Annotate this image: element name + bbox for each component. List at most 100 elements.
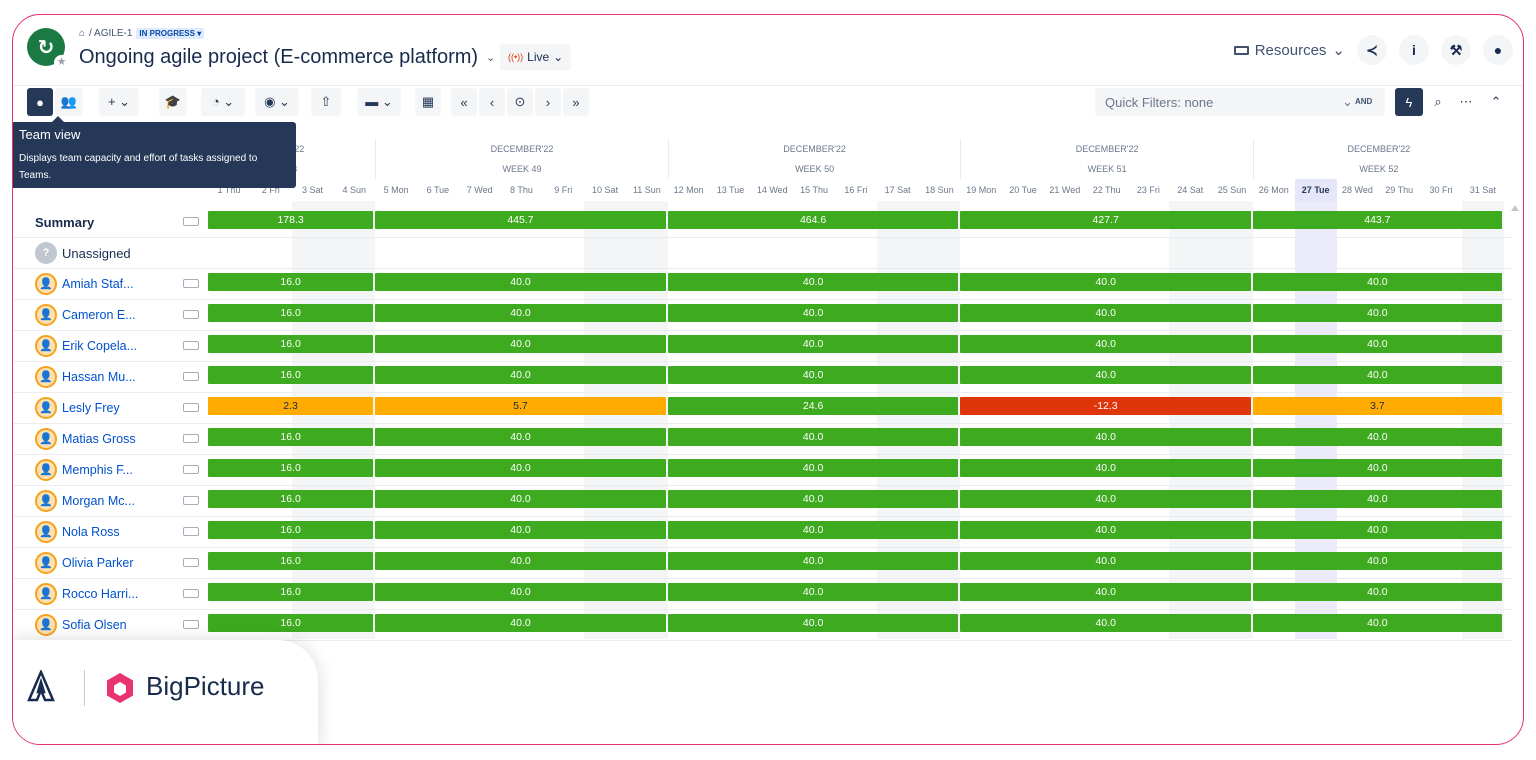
resource-name[interactable]: 👤 Erik Copela... — [35, 331, 137, 361]
capacity-bar[interactable]: 16.0 — [208, 273, 374, 291]
collapse-button[interactable]: ⌃ — [1483, 88, 1509, 116]
resource-row[interactable]: 👤 Hassan Mu... 16.0 40.0 40.0 40.0 40.0 — [13, 362, 1513, 393]
capacity-bar[interactable]: 40.0 — [1253, 521, 1502, 539]
live-dropdown[interactable]: ((•)) Live ⌄ — [500, 44, 572, 70]
skills-button[interactable]: 🎓 — [159, 88, 187, 116]
card-icon[interactable] — [183, 279, 199, 288]
capacity-bar[interactable]: 40.0 — [1253, 366, 1502, 384]
capacity-bar[interactable]: 16.0 — [208, 521, 374, 539]
ruler-button[interactable]: ▬ ⌄ — [357, 88, 401, 116]
capacity-bar[interactable]: 40.0 — [375, 335, 666, 353]
resource-row[interactable]: 👤 Erik Copela... 16.0 40.0 40.0 40.0 40.0 — [13, 331, 1513, 362]
capacity-bar[interactable]: 40.0 — [960, 583, 1251, 601]
capacity-bar[interactable]: 40.0 — [960, 552, 1251, 570]
capacity-bar[interactable]: 40.0 — [1253, 583, 1502, 601]
capacity-bar[interactable]: 40.0 — [960, 335, 1251, 353]
capacity-bar[interactable]: 40.0 — [667, 583, 959, 601]
resource-row[interactable]: 👤 Matias Gross 16.0 40.0 40.0 40.0 40.0 — [13, 424, 1513, 455]
capacity-bar[interactable]: 40.0 — [375, 521, 666, 539]
capacity-bar[interactable]: 40.0 — [667, 366, 959, 384]
capacity-bar[interactable]: 16.0 — [208, 428, 374, 446]
info-button[interactable]: i — [1399, 35, 1429, 65]
capacity-bar[interactable]: 40.0 — [1253, 614, 1502, 632]
capacity-bar[interactable]: 40.0 — [1253, 304, 1502, 322]
home-icon[interactable]: ⌂ — [79, 28, 86, 39]
last-page-button[interactable]: » — [563, 88, 589, 116]
resource-row[interactable]: 👤 Olivia Parker 16.0 40.0 40.0 40.0 40.0 — [13, 548, 1513, 579]
capacity-bar[interactable]: 40.0 — [667, 459, 959, 477]
resource-row[interactable]: 👤 Amiah Staf... 16.0 40.0 40.0 40.0 40.0 — [13, 269, 1513, 300]
status-badge[interactable]: IN PROGRESS ▾ — [136, 28, 205, 39]
card-icon[interactable] — [183, 310, 199, 319]
capacity-bar[interactable]: 16.0 — [208, 490, 374, 508]
capacity-bar[interactable]: 2.3 — [208, 397, 374, 415]
capacity-bar[interactable]: 40.0 — [960, 273, 1251, 291]
capacity-bar[interactable]: 178.3 — [208, 211, 374, 229]
visibility-button[interactable]: ◉ ⌄ — [255, 88, 299, 116]
resource-row[interactable]: 👤 Memphis F... 16.0 40.0 40.0 40.0 40.0 — [13, 455, 1513, 486]
star-icon[interactable]: ★ — [54, 55, 69, 70]
capacity-bar[interactable]: 16.0 — [208, 459, 374, 477]
team-view-button[interactable]: 👥 — [55, 88, 83, 116]
resource-name[interactable]: ? Unassigned — [35, 238, 131, 268]
capacity-bar[interactable]: 16.0 — [208, 614, 374, 632]
resources-button[interactable]: Resources ⌄ — [1233, 41, 1345, 59]
resource-name[interactable]: 👤 Sofia Olsen — [35, 610, 127, 640]
capacity-bar[interactable]: 464.6 — [667, 211, 959, 229]
settings-button[interactable]: ⚒ — [1441, 35, 1471, 65]
capacity-bar[interactable]: 40.0 — [960, 366, 1251, 384]
capacity-bar[interactable]: 40.0 — [667, 552, 959, 570]
capacity-bar[interactable]: 40.0 — [960, 304, 1251, 322]
capacity-bar[interactable]: 16.0 — [208, 304, 374, 322]
export-button[interactable]: ⇧ — [311, 88, 341, 116]
resource-row[interactable]: ? Unassigned — [13, 238, 1513, 269]
capacity-bar[interactable]: 5.7 — [375, 397, 666, 415]
and-label[interactable]: AND — [1355, 97, 1373, 106]
today-button[interactable]: ⊙ — [507, 88, 533, 116]
card-icon[interactable] — [183, 341, 199, 350]
user-view-button[interactable]: ● — [27, 88, 53, 116]
resource-name[interactable]: 👤 Rocco Harri... — [35, 579, 138, 609]
capacity-bar[interactable]: 40.0 — [960, 459, 1251, 477]
resource-name[interactable]: 👤 Olivia Parker — [35, 548, 134, 578]
capacity-bar[interactable]: 427.7 — [960, 211, 1251, 229]
capacity-bar[interactable]: 40.0 — [1253, 490, 1502, 508]
resource-row[interactable]: 👤 Nola Ross 16.0 40.0 40.0 40.0 40.0 — [13, 517, 1513, 548]
capacity-bar[interactable]: 40.0 — [960, 428, 1251, 446]
capacity-bar[interactable]: 40.0 — [960, 521, 1251, 539]
add-button[interactable]: + ⌄ — [99, 88, 139, 116]
prev-button[interactable]: ‹ — [479, 88, 505, 116]
card-icon[interactable] — [183, 558, 199, 567]
search-button[interactable]: ⌕ — [1425, 88, 1451, 116]
capacity-bar[interactable]: 40.0 — [375, 552, 666, 570]
card-icon[interactable] — [183, 589, 199, 598]
capacity-bar[interactable]: -12.3 — [960, 397, 1251, 415]
resource-row[interactable]: 👤 Cameron E... 16.0 40.0 40.0 40.0 40.0 — [13, 300, 1513, 331]
resource-row[interactable]: Summary 178.3 445.7 464.6 427.7 443.7 — [13, 207, 1513, 238]
resource-name[interactable]: 👤 Memphis F... — [35, 455, 133, 485]
capacity-bar[interactable]: 40.0 — [375, 490, 666, 508]
capacity-bar[interactable]: 40.0 — [1253, 428, 1502, 446]
card-icon[interactable] — [183, 496, 199, 505]
scroll-up-icon[interactable] — [1511, 205, 1519, 211]
capacity-bar[interactable]: 40.0 — [960, 614, 1251, 632]
capacity-bar[interactable]: 40.0 — [667, 614, 959, 632]
capacity-bar[interactable]: 40.0 — [667, 273, 959, 291]
resource-name[interactable]: 👤 Morgan Mc... — [35, 486, 135, 516]
card-icon[interactable] — [183, 372, 199, 381]
capacity-bar[interactable]: 445.7 — [375, 211, 666, 229]
capacity-bar[interactable]: 443.7 — [1253, 211, 1502, 229]
capacity-bar[interactable]: 40.0 — [1253, 552, 1502, 570]
next-button[interactable]: › — [535, 88, 561, 116]
resource-row[interactable]: 👤 Sofia Olsen 16.0 40.0 40.0 40.0 40.0 — [13, 610, 1513, 641]
quick-filters-select[interactable]: Quick Filters: none ⌄ — [1095, 88, 1385, 116]
capacity-bar[interactable]: 40.0 — [375, 428, 666, 446]
vertical-scrollbar[interactable] — [1509, 205, 1521, 655]
resource-name[interactable]: 👤 Nola Ross — [35, 517, 120, 547]
capacity-bar[interactable]: 40.0 — [667, 428, 959, 446]
card-icon[interactable] — [183, 527, 199, 536]
card-icon[interactable] — [183, 465, 199, 474]
breadcrumb-key[interactable]: / AGILE-1 — [89, 28, 133, 39]
more-button[interactable]: ⋯ — [1453, 88, 1479, 116]
card-icon[interactable] — [183, 434, 199, 443]
